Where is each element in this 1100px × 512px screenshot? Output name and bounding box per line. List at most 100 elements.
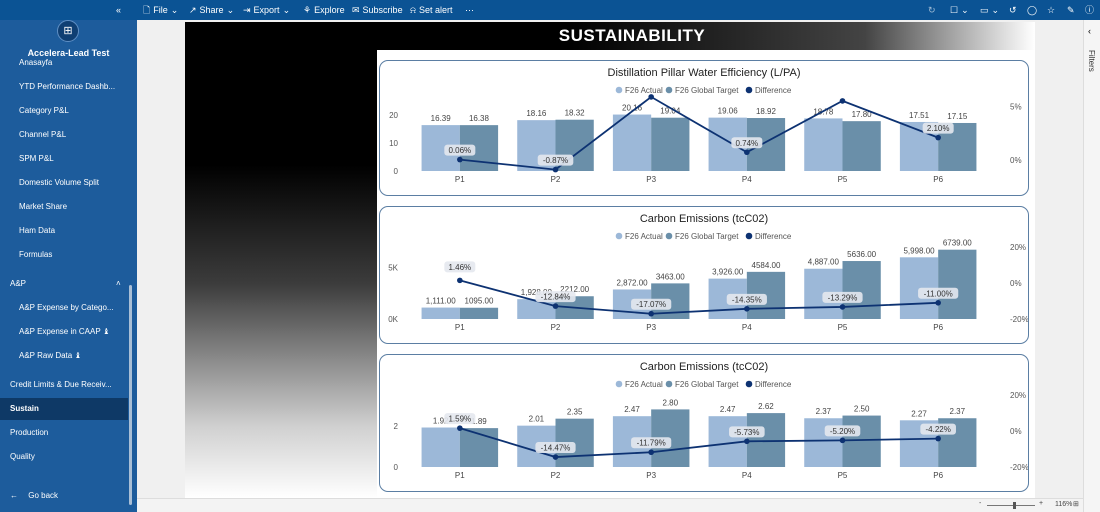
file-menu-button[interactable]: 🗋 File ⌄ — [143, 0, 178, 20]
sidebar-item[interactable]: SPM P&L — [0, 148, 128, 170]
sidebar-item[interactable]: YTD Performance Dashb... — [0, 76, 128, 98]
difference-point[interactable] — [648, 310, 654, 317]
edit-button[interactable]: ✎ — [1067, 0, 1075, 20]
more-options-button[interactable]: ⋯ — [465, 0, 474, 20]
zoom-out-button[interactable]: - — [979, 500, 982, 507]
difference-point[interactable] — [457, 156, 463, 163]
comment-button[interactable]: ◯ — [1027, 0, 1037, 20]
sidebar-item[interactable]: A&P ˄ — [0, 273, 128, 295]
fit-page-icon[interactable]: ⊞ — [1073, 501, 1079, 508]
chart-card-water-efficiency[interactable]: Distillation Pillar Water Efficiency (L/… — [379, 60, 1029, 196]
difference-point[interactable] — [744, 438, 750, 445]
difference-label-bg — [726, 293, 767, 305]
zoom-level: 116% — [1055, 501, 1073, 508]
subscribe-icon: ✉ — [352, 5, 360, 15]
y2-tick-label: 5% — [1010, 102, 1022, 111]
go-back-button[interactable]: ← Go back — [0, 485, 128, 507]
chevron-down-icon: ⌄ — [282, 5, 291, 15]
difference-point[interactable] — [648, 94, 654, 100]
bar-data-label: 18.16 — [526, 109, 547, 118]
x-tick-label: P3 — [646, 323, 656, 332]
x-tick-label: P5 — [838, 471, 848, 480]
sidebar-item[interactable]: A&P Raw Data ♝ — [0, 345, 128, 367]
difference-point[interactable] — [744, 149, 750, 156]
difference-point[interactable] — [839, 437, 846, 444]
sidebar-item[interactable]: Sustain — [0, 398, 128, 420]
sidebar-item[interactable]: A&P Expense in CAAP ♝ — [0, 321, 128, 343]
sidebar-item[interactable]: Ham Data — [0, 220, 128, 242]
bar-target[interactable] — [842, 415, 881, 467]
difference-point[interactable] — [935, 435, 941, 442]
x-tick-label: P4 — [742, 175, 752, 184]
bar-target[interactable] — [651, 117, 690, 171]
y2-tick-label: 0% — [1010, 427, 1022, 436]
zoom-slider[interactable] — [987, 505, 1035, 506]
sidebar-item[interactable]: Quality — [0, 446, 128, 468]
chevron-up-icon[interactable]: ˄ — [116, 279, 121, 288]
explore-button[interactable]: ⚘ Explore — [303, 0, 345, 20]
difference-point[interactable] — [839, 304, 846, 310]
bar-actual[interactable] — [421, 307, 460, 319]
sidebar-item-label: A&P Expense in CAAP ♝ — [19, 327, 110, 336]
difference-point[interactable] — [552, 454, 559, 460]
bar-target[interactable] — [842, 121, 881, 171]
difference-point[interactable] — [935, 134, 941, 141]
difference-point[interactable] — [648, 449, 654, 456]
chart-title: Distillation Pillar Water Efficiency (L/… — [608, 67, 801, 79]
bar-actual[interactable] — [612, 114, 652, 171]
sidebar-item[interactable]: Anasayfa — [0, 52, 128, 74]
bar-target[interactable] — [842, 261, 881, 319]
chart-card-carbon-emissions-2[interactable]: Carbon Emissions (tcC02) F26 Actual F26 Gl… — [379, 354, 1029, 492]
bar-data-label: 2.37 — [950, 407, 966, 416]
sidebar-item[interactable]: Channel P&L — [0, 124, 128, 146]
zoom-slider-thumb[interactable] — [1013, 502, 1016, 509]
collapse-nav-button[interactable]: « — [116, 0, 121, 20]
sidebar-item[interactable]: Category P&L — [0, 100, 128, 122]
reset-button[interactable]: ↺ — [1009, 0, 1017, 20]
chart-card-carbon-emissions[interactable]: Carbon Emissions (tcC02) F26 Actual F26 Gl… — [379, 206, 1029, 344]
difference-line — [459, 95, 939, 171]
bar-target[interactable] — [459, 307, 499, 319]
sidebar-item[interactable]: Formulas — [0, 244, 128, 266]
zoom-in-button[interactable]: + — [1039, 500, 1044, 507]
sidebar-item-label: Quality — [10, 452, 35, 461]
share-button[interactable]: ↗ Share ⌄ — [189, 0, 234, 20]
sidebar-item[interactable]: Credit Limits & Due Receiv... — [0, 374, 128, 396]
chevron-left-icon[interactable]: ‹ — [1088, 26, 1091, 36]
set-alert-button[interactable]: ⍾ Set alert — [410, 0, 453, 20]
workspace-logo-icon: ⊞ — [57, 20, 79, 42]
sidebar-item[interactable]: Production — [0, 422, 128, 444]
sidebar-item[interactable]: Domestic Volume Split — [0, 172, 128, 194]
bar-actual[interactable] — [804, 118, 843, 171]
chart-svg: Carbon Emissions (tcC02) F26 Actual F26 Gl… — [394, 361, 1028, 480]
difference-point[interactable] — [552, 303, 559, 309]
difference-point[interactable] — [744, 306, 750, 312]
favorite-button[interactable]: ☆ — [1047, 0, 1055, 20]
bar-target[interactable] — [938, 249, 977, 319]
subscribe-button[interactable]: ✉ Subscribe — [352, 0, 403, 20]
info-button[interactable]: ⓘ — [1085, 0, 1094, 20]
difference-point[interactable] — [839, 98, 846, 104]
view-icon: ▭ — [980, 5, 989, 15]
difference-point[interactable] — [552, 166, 559, 173]
difference-point[interactable] — [935, 300, 941, 306]
sidebar-item-label: Ham Data — [19, 226, 56, 235]
difference-point[interactable] — [457, 277, 463, 284]
view-button[interactable]: ▭ ⌄ — [980, 0, 999, 20]
refresh-button[interactable]: ↻ — [928, 0, 936, 20]
legend-label: Difference — [755, 380, 792, 389]
bar-data-label: 17.15 — [947, 112, 968, 121]
difference-point[interactable] — [457, 425, 463, 431]
legend-label: F26 Actual — [625, 86, 663, 95]
export-button[interactable]: ⇥ Export ⌄ — [243, 0, 290, 20]
filters-pane[interactable]: ‹ Filters — [1083, 20, 1100, 512]
sidebar-item[interactable]: Market Share — [0, 196, 128, 218]
nav-scrollbar[interactable] — [129, 285, 132, 505]
bar-target[interactable] — [746, 413, 786, 467]
bar-actual[interactable] — [517, 299, 556, 319]
bar-actual[interactable] — [421, 427, 460, 467]
sidebar-item-label: Category P&L — [19, 106, 69, 115]
legend-marker — [745, 380, 753, 388]
bookmark-button[interactable]: ☐ ⌄ — [950, 0, 969, 20]
sidebar-item[interactable]: A&P Expense by Catego... — [0, 297, 128, 319]
